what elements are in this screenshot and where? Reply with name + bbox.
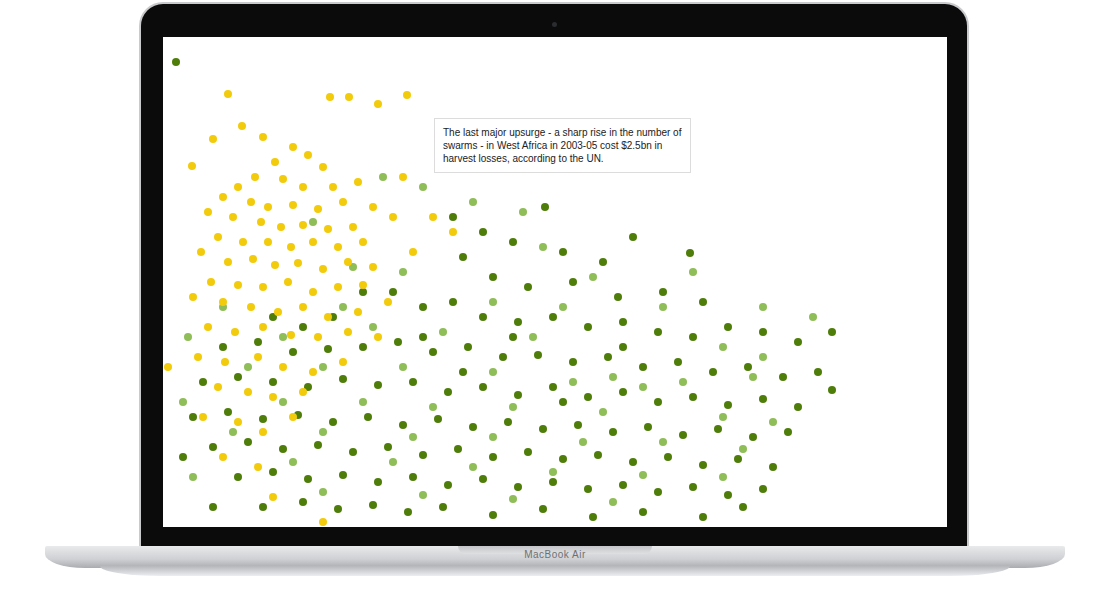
html-text:MacBook Air: MacBook Air [524,549,586,560]
svg-text:The last major upsurge - a sha: The last major upsurge - a sharp rise in… [443,127,682,164]
